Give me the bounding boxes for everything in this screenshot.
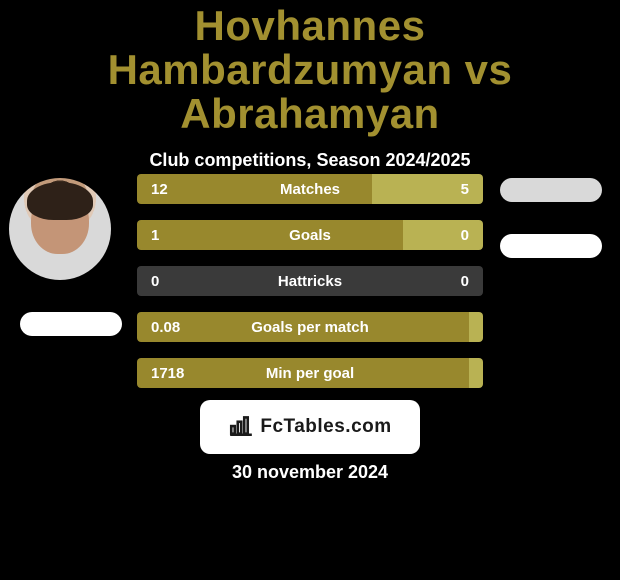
chart-icon [228,412,254,443]
title-line-2: Abrahamyan [180,90,439,137]
stat-left-value: 0 [137,266,310,296]
stat-right-value: 5 [372,174,483,204]
player-left-name-pill [20,312,122,336]
stat-rows: 125Matches 10Goals 00Hattricks 0.08Goals pe… [137,174,483,404]
stat-left-value: 12 [137,174,372,204]
stat-left-value: 1 [137,220,403,250]
stat-row: 0.08Goals per match [137,312,483,342]
stat-row: 125Matches [137,174,483,204]
stat-row: 10Goals [137,220,483,250]
source-badge-text: FcTables.com [260,416,391,438]
subtitle: Club competitions, Season 2024/2025 [0,150,620,171]
player-right-avatar [500,178,602,202]
source-badge: FcTables.com [200,400,420,454]
date-text: 30 november 2024 [0,462,620,483]
stat-left-value: 0.08 [137,312,469,342]
player-right-name-pill [500,234,602,258]
comparison-card: Hovhannes Hambardzumyan vs Abrahamyan Cl… [0,0,620,580]
stat-row: 00Hattricks [137,266,483,296]
stat-right-value [469,358,483,388]
title-line-1: Hovhannes Hambardzumyan vs [108,2,513,93]
stat-right-value: 0 [403,220,483,250]
stat-right-value [469,312,483,342]
page-title: Hovhannes Hambardzumyan vs Abrahamyan [0,4,620,136]
player-left-avatar [9,178,111,280]
stat-left-value: 1718 [137,358,469,388]
stat-right-value: 0 [310,266,483,296]
stat-row: 1718Min per goal [137,358,483,388]
